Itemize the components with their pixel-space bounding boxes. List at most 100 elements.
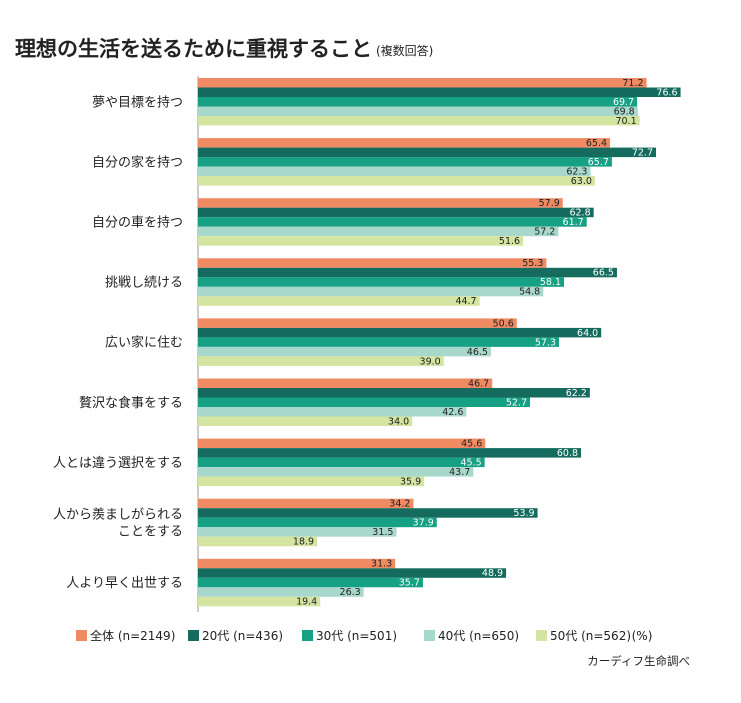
category-label: 夢や目標を持つ bbox=[92, 95, 183, 110]
value-label: 54.8 bbox=[519, 287, 540, 298]
category-label: 自分の家を持つ bbox=[92, 154, 183, 170]
value-label: 43.7 bbox=[449, 467, 470, 478]
unit-label: (%) bbox=[632, 629, 653, 643]
bar bbox=[198, 527, 397, 537]
value-label: 42.6 bbox=[442, 407, 463, 418]
value-label: 65.7 bbox=[588, 157, 609, 168]
value-labels: 71.2 76.6 69.769.870.1 65.4 72.7 65.762.363.0… bbox=[293, 78, 678, 608]
bar bbox=[198, 207, 594, 218]
legend: 全体 (n=2149) 20代 (n=436) 30代 (n=501) 40代 (n=… bbox=[76, 628, 631, 643]
bar bbox=[198, 286, 544, 297]
bar bbox=[198, 198, 563, 208]
bar bbox=[198, 296, 480, 306]
chart-subtitle: (複数回答) bbox=[376, 43, 433, 58]
value-label: 71.2 bbox=[622, 78, 643, 89]
bar bbox=[198, 106, 638, 116]
bar bbox=[198, 438, 486, 449]
value-label: 57.9 bbox=[539, 198, 560, 209]
value-label: 55.3 bbox=[522, 258, 543, 269]
bar bbox=[198, 558, 396, 569]
value-label: 50.6 bbox=[493, 318, 514, 329]
bar bbox=[198, 236, 524, 246]
value-label: 46.5 bbox=[467, 347, 488, 358]
category-label: ことをする bbox=[118, 525, 183, 540]
bar bbox=[198, 176, 595, 186]
legend-swatch bbox=[424, 630, 435, 641]
bar bbox=[198, 157, 612, 167]
bar bbox=[198, 147, 657, 158]
bar bbox=[198, 448, 582, 458]
bar bbox=[198, 397, 531, 407]
value-label: 35.9 bbox=[400, 477, 421, 488]
bar bbox=[198, 87, 681, 97]
bar bbox=[198, 356, 444, 366]
value-label: 62.8 bbox=[569, 208, 590, 219]
legend-swatch bbox=[302, 630, 313, 641]
value-label: 65.4 bbox=[586, 138, 607, 149]
legend-swatch bbox=[188, 630, 199, 641]
category-label: 贅沢な食事をする bbox=[79, 395, 183, 411]
category-label: 自分の車を持つ bbox=[92, 215, 183, 230]
legend-swatch bbox=[536, 630, 547, 641]
bar bbox=[198, 318, 517, 328]
legend-swatch bbox=[76, 630, 87, 641]
bar bbox=[198, 508, 538, 518]
bar bbox=[198, 258, 547, 268]
category-label: 人とは違う選択をする bbox=[53, 456, 183, 471]
value-label: 18.9 bbox=[293, 537, 314, 548]
value-label: 58.1 bbox=[540, 277, 561, 288]
value-label: 76.6 bbox=[656, 87, 677, 98]
bar bbox=[198, 277, 565, 287]
bar bbox=[198, 536, 318, 547]
legend-label: 30代 (n=501) bbox=[316, 629, 397, 643]
value-label: 52.7 bbox=[506, 397, 527, 408]
bar bbox=[198, 116, 640, 126]
value-label: 61.7 bbox=[563, 217, 584, 228]
chart-title: 理想の生活を送るために重視すること bbox=[15, 37, 372, 61]
bar bbox=[198, 138, 611, 148]
value-label: 31.3 bbox=[371, 559, 392, 570]
bar bbox=[198, 378, 493, 388]
value-label: 35.7 bbox=[399, 578, 420, 589]
value-label: 37.9 bbox=[413, 518, 434, 529]
bar bbox=[198, 78, 647, 88]
bar bbox=[198, 476, 425, 487]
value-label: 26.3 bbox=[340, 587, 361, 598]
bar bbox=[198, 498, 414, 509]
bar bbox=[198, 388, 590, 398]
value-label: 34.0 bbox=[388, 416, 409, 427]
category-label: 人から羨ましがられる bbox=[53, 508, 183, 523]
category-labels: 夢や目標を持つ自分の家を持つ自分の車を持つ挑戦し続ける広い家に住む贅沢な食事をす… bbox=[53, 95, 183, 591]
bars bbox=[198, 78, 681, 607]
bar bbox=[198, 267, 617, 278]
value-label: 66.5 bbox=[593, 268, 614, 279]
bar bbox=[198, 467, 474, 477]
bar bbox=[198, 596, 321, 607]
value-label: 44.7 bbox=[455, 296, 476, 307]
legend-label: 20代 (n=436) bbox=[202, 629, 283, 643]
value-label: 62.2 bbox=[566, 388, 587, 399]
bar bbox=[198, 97, 638, 107]
value-label: 57.3 bbox=[535, 337, 556, 348]
bar bbox=[198, 346, 491, 357]
bar bbox=[198, 416, 413, 426]
bar bbox=[198, 517, 437, 528]
bar bbox=[198, 587, 364, 597]
value-label: 51.6 bbox=[499, 236, 520, 247]
value-label: 45.6 bbox=[461, 439, 482, 450]
value-label: 39.0 bbox=[420, 356, 441, 367]
value-label: 45.5 bbox=[460, 458, 481, 469]
legend-label: 全体 (n=2149) bbox=[90, 628, 175, 643]
value-label: 19.4 bbox=[296, 597, 317, 608]
value-label: 64.0 bbox=[577, 328, 598, 339]
value-label: 57.2 bbox=[534, 227, 555, 238]
category-label: 挑戦し続ける bbox=[105, 276, 183, 291]
bar bbox=[198, 337, 559, 347]
value-label: 62.3 bbox=[566, 167, 587, 178]
bar bbox=[198, 407, 467, 417]
value-label: 46.7 bbox=[468, 378, 489, 389]
value-label: 69.7 bbox=[613, 97, 634, 108]
category-label: 人より早く出世する bbox=[66, 576, 183, 591]
value-label: 53.9 bbox=[513, 508, 534, 519]
bar bbox=[198, 166, 591, 177]
